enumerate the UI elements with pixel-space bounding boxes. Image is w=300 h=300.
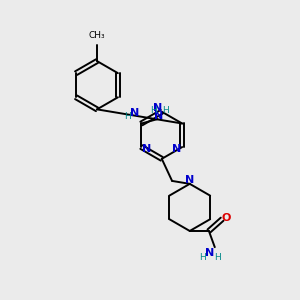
Text: CH₃: CH₃ bbox=[89, 31, 105, 40]
Text: N: N bbox=[130, 108, 139, 118]
Text: N: N bbox=[153, 103, 162, 113]
Text: H: H bbox=[150, 106, 157, 115]
Text: N: N bbox=[142, 143, 151, 154]
Text: N: N bbox=[154, 110, 164, 121]
Text: H: H bbox=[199, 253, 206, 262]
Text: N: N bbox=[172, 143, 182, 154]
Text: O: O bbox=[222, 213, 231, 223]
Text: H: H bbox=[162, 106, 169, 115]
Text: H: H bbox=[214, 253, 221, 262]
Text: N: N bbox=[185, 175, 194, 185]
Text: H: H bbox=[124, 112, 130, 121]
Text: N: N bbox=[205, 248, 214, 258]
